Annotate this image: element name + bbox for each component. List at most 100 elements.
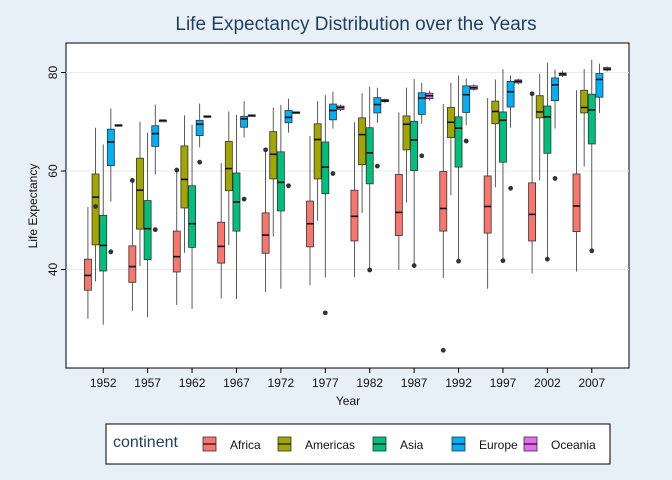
box-europe-2002 bbox=[551, 69, 559, 181]
box-layer bbox=[84, 59, 611, 353]
box-oceania-1967 bbox=[247, 114, 256, 117]
box-asia-2007 bbox=[587, 59, 596, 254]
box-body bbox=[410, 120, 419, 171]
box-oceania-1977 bbox=[336, 104, 345, 111]
box-asia-1987 bbox=[410, 78, 419, 268]
box-body bbox=[329, 103, 337, 121]
x-tick-label: 2002 bbox=[534, 376, 561, 390]
box-europe-1982 bbox=[373, 87, 382, 169]
box-body bbox=[240, 115, 249, 128]
box-oceania-2002 bbox=[558, 70, 567, 77]
outlier-point bbox=[508, 185, 513, 191]
box-oceania-1962 bbox=[203, 115, 212, 118]
box-oceania-2007 bbox=[603, 66, 611, 72]
y-tick-label: 60 bbox=[46, 164, 60, 178]
x-tick-label: 1992 bbox=[445, 376, 472, 390]
legend-item-americas: Americas bbox=[277, 436, 355, 452]
box-africa-1987 bbox=[394, 112, 403, 271]
box-body bbox=[313, 123, 322, 180]
outlier-point bbox=[367, 267, 373, 273]
box-asia-1997 bbox=[499, 69, 507, 264]
box-europe-2007 bbox=[595, 63, 604, 113]
box-africa-1967 bbox=[217, 163, 226, 299]
box-asia-1962 bbox=[188, 124, 196, 309]
grid-lines bbox=[66, 72, 629, 271]
chart-title: Life Expectancy Distribution over the Ye… bbox=[175, 14, 536, 35]
legend-label: Europe bbox=[479, 438, 518, 452]
box-body bbox=[417, 92, 426, 115]
box-americas-2007 bbox=[580, 69, 589, 167]
outlier-point bbox=[322, 310, 328, 316]
box-body bbox=[543, 105, 552, 154]
legend-item-oceania: Oceania bbox=[523, 436, 596, 452]
box-europe-1972 bbox=[284, 98, 293, 189]
box-europe-1962 bbox=[195, 103, 204, 165]
outlier-point bbox=[463, 138, 469, 144]
outlier-point bbox=[500, 258, 506, 264]
box-body bbox=[180, 145, 189, 209]
box-oceania-1952 bbox=[114, 124, 123, 127]
outlier-point bbox=[411, 263, 417, 268]
legend-title: continent bbox=[113, 434, 178, 451]
box-asia-1967 bbox=[232, 114, 241, 300]
box-body bbox=[143, 200, 152, 261]
box-asia-1972 bbox=[276, 105, 285, 289]
outlier-point bbox=[544, 256, 550, 262]
box-europe-1957 bbox=[151, 104, 160, 233]
legend-item-africa: Africa bbox=[202, 436, 261, 452]
outlier-point bbox=[529, 91, 535, 97]
outlier-point bbox=[419, 153, 425, 159]
legend-label: Americas bbox=[305, 438, 355, 452]
box-body bbox=[188, 185, 196, 248]
outlier-point bbox=[456, 258, 461, 264]
box-asia-1977 bbox=[321, 95, 330, 316]
box-body bbox=[261, 212, 270, 254]
box-body bbox=[106, 128, 115, 167]
box-body bbox=[217, 221, 226, 264]
outlier-point bbox=[263, 147, 268, 153]
legend-label: Asia bbox=[400, 438, 424, 452]
box-europe-1992 bbox=[462, 78, 471, 144]
box-americas-1977 bbox=[313, 101, 322, 221]
outlier-point bbox=[129, 177, 135, 183]
x-tick-label: 1972 bbox=[268, 376, 295, 390]
legend-label: Africa bbox=[230, 438, 261, 452]
outlier-point bbox=[440, 347, 446, 353]
x-tick-label: 1957 bbox=[134, 376, 161, 390]
box-body bbox=[195, 119, 204, 136]
box-americas-1952 bbox=[91, 127, 100, 282]
legend-items: Africa Americas Asia Europe Oceania bbox=[202, 436, 596, 452]
legend-label: Oceania bbox=[551, 438, 596, 452]
box-body bbox=[528, 182, 537, 242]
box-americas-1972 bbox=[269, 107, 278, 237]
box-americas-1982 bbox=[358, 93, 366, 213]
box-body bbox=[151, 125, 160, 147]
box-europe-1967 bbox=[240, 101, 249, 202]
box-asia-2002 bbox=[543, 62, 552, 262]
box-oceania-1957 bbox=[158, 119, 167, 123]
box-body bbox=[402, 115, 411, 151]
box-body bbox=[535, 95, 544, 119]
box-body bbox=[276, 151, 285, 212]
y-tick-label: 40 bbox=[46, 263, 60, 277]
box-body bbox=[91, 173, 100, 246]
box-body bbox=[136, 157, 144, 230]
x-tick-label: 1952 bbox=[90, 376, 117, 390]
box-africa-2007 bbox=[572, 90, 581, 272]
box-europe-1952 bbox=[106, 108, 115, 255]
x-tick-label: 1977 bbox=[312, 376, 339, 390]
legend-item-asia: Asia bbox=[372, 436, 424, 452]
outlier-point bbox=[174, 167, 180, 173]
box-body bbox=[269, 131, 278, 180]
box-body bbox=[506, 81, 515, 108]
box-asia-1952 bbox=[99, 144, 108, 325]
x-tick-label: 1962 bbox=[179, 376, 206, 390]
box-americas-1962 bbox=[180, 115, 189, 253]
box-body bbox=[365, 127, 374, 185]
box-body bbox=[491, 100, 500, 125]
box-europe-1977 bbox=[329, 91, 337, 176]
box-africa-1982 bbox=[350, 122, 359, 278]
outlier-point bbox=[152, 227, 158, 233]
